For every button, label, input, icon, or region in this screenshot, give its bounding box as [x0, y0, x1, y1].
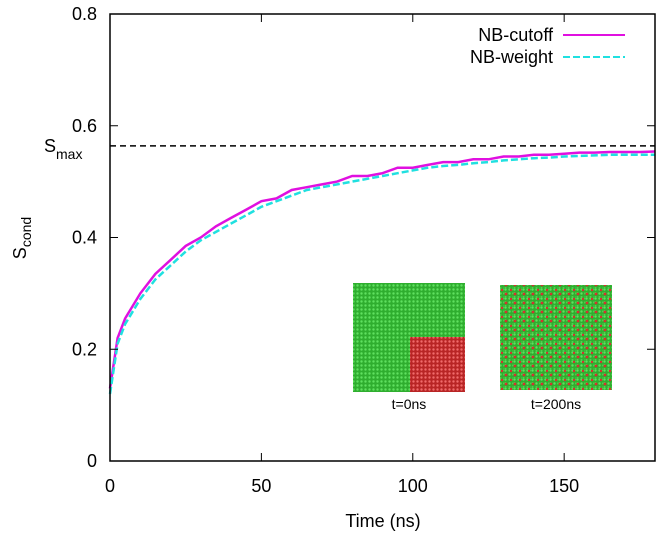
y-axis-label-main: S	[10, 247, 30, 259]
reference-label-sub: max	[56, 146, 82, 162]
legend-label: NB-weight	[470, 47, 553, 67]
plot-frame	[109, 13, 656, 462]
inset-image-red	[410, 337, 465, 392]
y-axis-label-sub: cond	[18, 217, 34, 247]
y-tick-label: 0.4	[72, 228, 97, 248]
x-axis-label: Time (ns)	[345, 511, 420, 531]
y-axis-label: Scond	[10, 217, 34, 259]
y-tick-label: 0	[87, 451, 97, 471]
inset-label: t=0ns	[392, 396, 427, 412]
x-tick-label: 100	[398, 476, 428, 496]
series-line	[108, 153, 655, 395]
series-line	[108, 150, 656, 389]
y-tick-label: 0.6	[72, 116, 97, 136]
y-tick-label: 0.8	[72, 4, 97, 24]
inset-image	[500, 285, 612, 390]
x-tick-label: 50	[251, 476, 271, 496]
legend-label: NB-cutoff	[478, 25, 554, 45]
y-tick-label: 0.2	[72, 339, 97, 359]
reference-label: Smax	[44, 136, 82, 162]
x-tick-label: 150	[549, 476, 579, 496]
x-tick-label: 0	[105, 476, 115, 496]
inset-label: t=200ns	[531, 396, 581, 412]
reference-label-main: S	[44, 136, 56, 156]
insets: t=0ns t=200ns	[353, 283, 612, 412]
